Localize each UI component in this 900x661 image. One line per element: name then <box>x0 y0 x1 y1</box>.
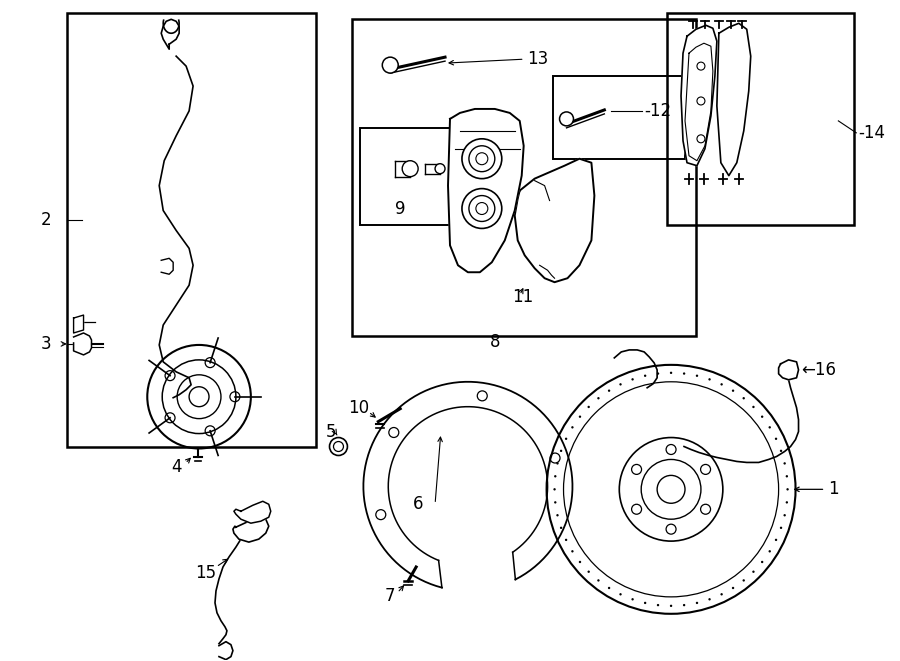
Text: -12: -12 <box>644 102 671 120</box>
Circle shape <box>657 604 659 606</box>
Text: 10: 10 <box>347 399 369 416</box>
Polygon shape <box>233 517 269 542</box>
Text: 1: 1 <box>828 481 839 498</box>
Circle shape <box>720 593 723 596</box>
Circle shape <box>742 397 745 399</box>
Circle shape <box>565 539 567 541</box>
Circle shape <box>769 426 771 428</box>
Circle shape <box>554 475 556 477</box>
Circle shape <box>598 397 599 399</box>
Circle shape <box>572 550 573 553</box>
Circle shape <box>696 375 698 377</box>
Text: 8: 8 <box>490 333 500 351</box>
Circle shape <box>560 527 562 529</box>
Text: 2: 2 <box>40 212 51 229</box>
Circle shape <box>742 579 745 582</box>
Circle shape <box>632 598 634 600</box>
Polygon shape <box>515 159 594 282</box>
Circle shape <box>554 501 556 504</box>
Circle shape <box>787 488 788 490</box>
Text: ←16: ←16 <box>802 361 836 379</box>
Circle shape <box>632 378 634 381</box>
Circle shape <box>619 593 622 596</box>
Circle shape <box>579 561 581 563</box>
Circle shape <box>786 501 788 504</box>
Text: 6: 6 <box>412 495 423 514</box>
Circle shape <box>775 539 778 541</box>
Circle shape <box>588 570 590 573</box>
Circle shape <box>784 462 786 465</box>
Circle shape <box>670 605 672 607</box>
Circle shape <box>560 112 573 126</box>
Circle shape <box>657 372 659 375</box>
Circle shape <box>598 579 599 582</box>
Text: 5: 5 <box>325 422 336 441</box>
Circle shape <box>462 188 502 229</box>
Circle shape <box>752 406 754 408</box>
Text: 15: 15 <box>195 564 217 582</box>
Circle shape <box>644 602 646 604</box>
Polygon shape <box>717 23 751 176</box>
Text: 9: 9 <box>395 200 406 217</box>
Circle shape <box>779 449 782 452</box>
Circle shape <box>784 514 786 516</box>
Bar <box>360 128 478 225</box>
Circle shape <box>708 378 711 381</box>
Circle shape <box>644 375 646 377</box>
Text: 11: 11 <box>512 288 533 306</box>
Circle shape <box>382 57 398 73</box>
Circle shape <box>462 139 502 178</box>
Circle shape <box>402 161 418 176</box>
Circle shape <box>683 604 685 606</box>
Polygon shape <box>681 25 717 166</box>
Circle shape <box>761 561 763 563</box>
Text: -14: -14 <box>859 124 886 142</box>
Circle shape <box>732 587 734 589</box>
Circle shape <box>696 602 698 604</box>
Polygon shape <box>448 109 524 272</box>
Circle shape <box>708 598 711 600</box>
Bar <box>667 13 854 225</box>
Circle shape <box>556 462 559 465</box>
Circle shape <box>619 383 622 385</box>
Circle shape <box>786 475 788 477</box>
Circle shape <box>732 389 734 392</box>
Circle shape <box>608 587 610 589</box>
Circle shape <box>554 488 556 490</box>
Circle shape <box>556 514 559 516</box>
Bar <box>67 13 316 447</box>
Circle shape <box>572 426 573 428</box>
Polygon shape <box>161 19 179 49</box>
Text: 4: 4 <box>171 459 182 477</box>
Bar <box>353 19 696 336</box>
Circle shape <box>579 416 581 418</box>
Text: 3: 3 <box>40 335 51 353</box>
Circle shape <box>683 372 685 375</box>
Circle shape <box>769 550 771 553</box>
Circle shape <box>565 438 567 440</box>
Polygon shape <box>234 501 271 524</box>
Text: 13: 13 <box>526 50 548 68</box>
Circle shape <box>775 438 778 440</box>
Polygon shape <box>74 315 84 333</box>
Circle shape <box>670 371 672 374</box>
Text: 7: 7 <box>385 587 395 605</box>
Bar <box>553 76 685 159</box>
Circle shape <box>752 570 754 573</box>
Circle shape <box>761 416 763 418</box>
Polygon shape <box>74 333 92 355</box>
Polygon shape <box>778 360 798 380</box>
Circle shape <box>435 164 445 174</box>
Circle shape <box>779 527 782 529</box>
Circle shape <box>560 449 562 452</box>
Circle shape <box>720 383 723 385</box>
Circle shape <box>588 406 590 408</box>
Circle shape <box>608 389 610 392</box>
